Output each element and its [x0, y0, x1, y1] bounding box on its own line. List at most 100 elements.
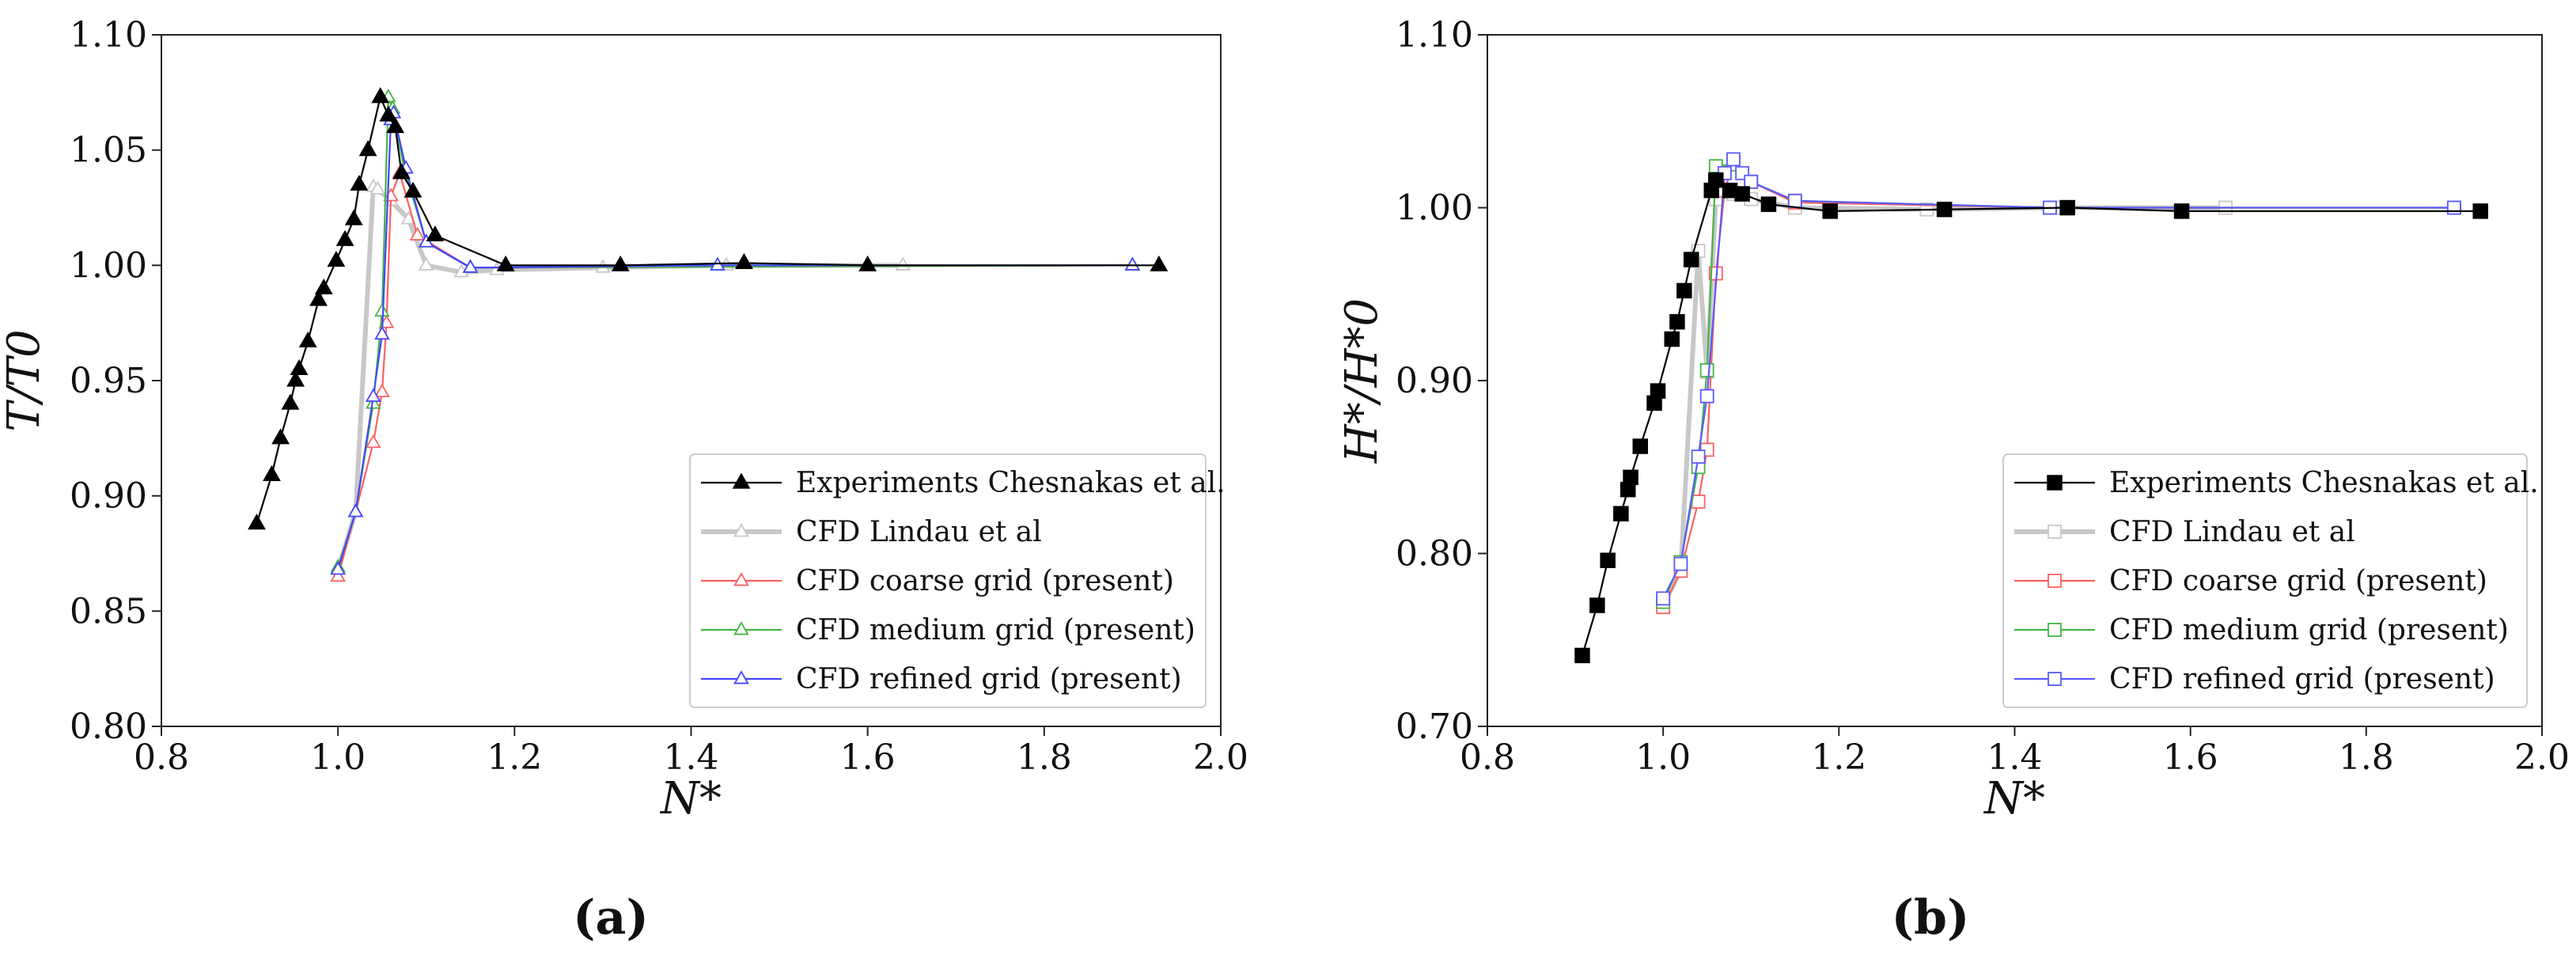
- data-point: [350, 174, 369, 191]
- legend-label: CFD coarse grid (present): [796, 565, 1174, 597]
- data-point: [858, 255, 877, 271]
- data-point: [374, 325, 390, 340]
- data-point: [1936, 201, 1953, 218]
- data-point: [462, 259, 479, 273]
- x-tick-label: 2.0: [2514, 737, 2570, 778]
- data-point: [426, 225, 445, 242]
- data-point: [335, 229, 354, 246]
- legend-marker: [733, 523, 749, 537]
- data-point: [271, 428, 290, 445]
- data-point: [1589, 597, 1605, 613]
- data-point: [347, 503, 364, 517]
- legend-box: [689, 453, 1207, 708]
- x-tick-label: 0.8: [134, 737, 189, 778]
- data-point: [1683, 252, 1699, 267]
- legend-label: CFD medium grid (present): [2109, 614, 2509, 646]
- data-point: [1760, 196, 1777, 212]
- legend-label: Experiments Chesnakas et al.: [2109, 467, 2539, 499]
- data-point: [298, 331, 317, 348]
- x-tick-label: 2.0: [1193, 737, 1248, 778]
- data-point: [2059, 199, 2075, 216]
- data-point: [1734, 186, 1750, 202]
- legend-item: CFD medium grid (present): [701, 614, 1195, 646]
- y-tick-label: 1.00: [70, 245, 147, 286]
- data-point: [365, 388, 381, 402]
- legend-item: CFD refined grid (present): [701, 663, 1182, 696]
- data-point: [1669, 313, 1685, 330]
- data-point: [1623, 469, 1638, 486]
- legend-marker: [2048, 525, 2062, 539]
- x-tick-label: 1.4: [664, 737, 719, 778]
- data-point: [1574, 647, 1590, 664]
- data-point: [286, 370, 305, 387]
- data-point: [281, 393, 300, 410]
- data-point: [1744, 174, 1759, 189]
- data-point: [1708, 172, 1724, 188]
- data-point: [1664, 331, 1680, 347]
- data-point: [371, 87, 390, 104]
- data-point: [365, 434, 381, 449]
- legend-item: Experiments Chesnakas et al.: [2014, 467, 2539, 499]
- y-tick-label: 1.05: [70, 131, 147, 171]
- data-point: [290, 358, 309, 376]
- legend-marker: [733, 670, 749, 684]
- y-tick-label: 1.10: [70, 15, 147, 55]
- y-tick-label: 1.00: [1396, 188, 1473, 229]
- legend-item: CFD Lindau et al: [2014, 516, 2355, 548]
- panel-label: (a): [573, 890, 649, 946]
- x-axis-label: N*: [1983, 773, 2045, 824]
- x-tick-label: 1.0: [1635, 737, 1691, 778]
- data-point: [418, 256, 434, 271]
- legend-label: CFD refined grid (present): [2109, 663, 2495, 696]
- data-point: [1613, 506, 1629, 521]
- data-point: [403, 181, 422, 198]
- legend-marker: [2047, 475, 2063, 491]
- data-point: [1691, 495, 1706, 509]
- data-point: [327, 250, 346, 267]
- data-point: [379, 105, 398, 122]
- data-point: [409, 226, 426, 241]
- data-point: [1650, 383, 1666, 399]
- y-tick-label: 0.95: [70, 361, 147, 401]
- legend-box: [2002, 453, 2528, 708]
- x-axis-label: N*: [659, 773, 722, 824]
- legend-marker: [2048, 574, 2062, 588]
- legend-marker: [2048, 672, 2062, 686]
- legend-marker: [2048, 623, 2062, 637]
- legend-item: CFD refined grid (present): [2014, 663, 2495, 696]
- data-point: [309, 290, 328, 306]
- data-point: [358, 140, 377, 157]
- y-tick-label: 0.80: [1396, 534, 1473, 574]
- data-point: [2173, 203, 2190, 219]
- x-tick-label: 1.4: [1987, 737, 2043, 778]
- legend-marker: [732, 472, 751, 489]
- x-tick-label: 0.8: [1460, 737, 1515, 778]
- y-tick-label: 0.85: [70, 591, 147, 631]
- legend-item: CFD Lindau et al: [701, 516, 1042, 548]
- y-tick-label: 0.90: [1396, 361, 1473, 401]
- legend-label: Experiments Chesnakas et al.: [796, 467, 1225, 499]
- legend-label: CFD coarse grid (present): [2109, 565, 2487, 597]
- y-tick-label: 0.80: [70, 707, 147, 747]
- data-point: [1676, 282, 1692, 299]
- legend-item: CFD medium grid (present): [2014, 614, 2509, 646]
- data-point: [392, 163, 411, 180]
- chart-panel-b: 0.8 1.0 1.2 1.4 1.6 1.8 2.0 0.70 0.80 0.90 1.00 1.1…: [1336, 15, 2570, 946]
- series-0: [1574, 172, 2488, 664]
- data-point: [2447, 200, 2461, 215]
- x-tick-label: 1.0: [310, 737, 366, 778]
- x-tick-label: 1.8: [2339, 737, 2394, 778]
- data-point: [344, 209, 363, 226]
- x-tick-label: 1.6: [840, 737, 896, 778]
- data-point: [369, 180, 386, 195]
- data-point: [1600, 552, 1616, 568]
- data-point: [1124, 256, 1141, 271]
- x-tick-label: 1.6: [2163, 737, 2218, 778]
- data-point: [1673, 556, 1688, 571]
- x-tick-label: 1.8: [1017, 737, 1072, 778]
- legend-label: CFD refined grid (present): [796, 663, 1182, 696]
- data-point: [2472, 203, 2488, 219]
- y-tick-label: 1.10: [1396, 15, 1473, 55]
- data-point: [1699, 389, 1714, 404]
